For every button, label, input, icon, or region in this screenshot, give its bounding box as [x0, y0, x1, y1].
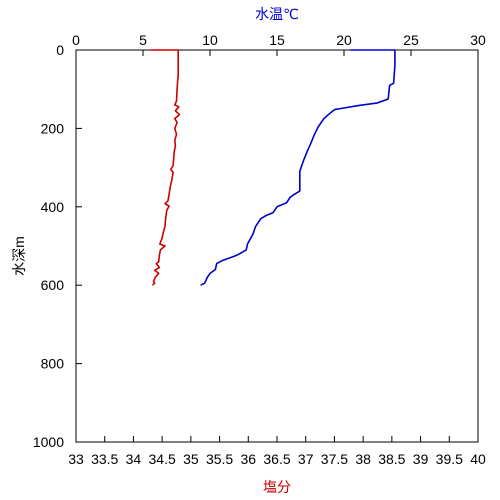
bottom-tick-label: 39.5	[436, 451, 463, 467]
top-tick-label: 15	[269, 32, 285, 48]
y-tick-label: 600	[41, 277, 65, 293]
tick-marks	[75, 49, 479, 443]
y-tick-label: 0	[56, 42, 64, 58]
top-tick-label: 10	[202, 32, 218, 48]
bottom-tick-label: 36.5	[263, 451, 290, 467]
plot-area-frame	[75, 49, 479, 443]
bottom-tick-label: 33	[68, 451, 84, 467]
bottom-tick-label: 37.5	[321, 451, 348, 467]
bottom-tick-label: 36	[240, 451, 256, 467]
salinity-series-line	[150, 49, 181, 286]
top-tick-label: 25	[403, 32, 419, 48]
temperature-series-line	[200, 49, 396, 286]
top-axis-title: 水温℃	[255, 6, 299, 22]
bottom-tick-label: 37	[298, 451, 314, 467]
y-tick-label: 200	[41, 120, 65, 136]
top-tick-label: 20	[336, 32, 352, 48]
tick-labels: 0 200 400 600 800 1000 0 5 10 15 20 25 30 33 33.5 34 34.…	[33, 32, 486, 467]
top-tick-label: 30	[470, 32, 486, 48]
y-axis-title: 水深m	[11, 236, 27, 276]
y-tick-label: 800	[41, 356, 65, 372]
bottom-tick-label: 39	[413, 451, 429, 467]
top-tick-label: 5	[139, 32, 147, 48]
series-lines	[150, 49, 396, 286]
bottom-tick-label: 40	[470, 451, 486, 467]
bottom-tick-label: 38	[355, 451, 371, 467]
bottom-tick-label: 33.5	[91, 451, 118, 467]
top-tick-label: 0	[72, 32, 80, 48]
bottom-tick-label: 38.5	[378, 451, 405, 467]
bottom-axis-title: 塩分	[263, 479, 291, 495]
bottom-tick-label: 34	[126, 451, 142, 467]
bottom-tick-label: 34.5	[149, 451, 176, 467]
bottom-tick-label: 35.5	[206, 451, 233, 467]
y-tick-label: 400	[41, 199, 65, 215]
bottom-tick-label: 35	[183, 451, 199, 467]
y-tick-label: 1000	[33, 434, 64, 450]
